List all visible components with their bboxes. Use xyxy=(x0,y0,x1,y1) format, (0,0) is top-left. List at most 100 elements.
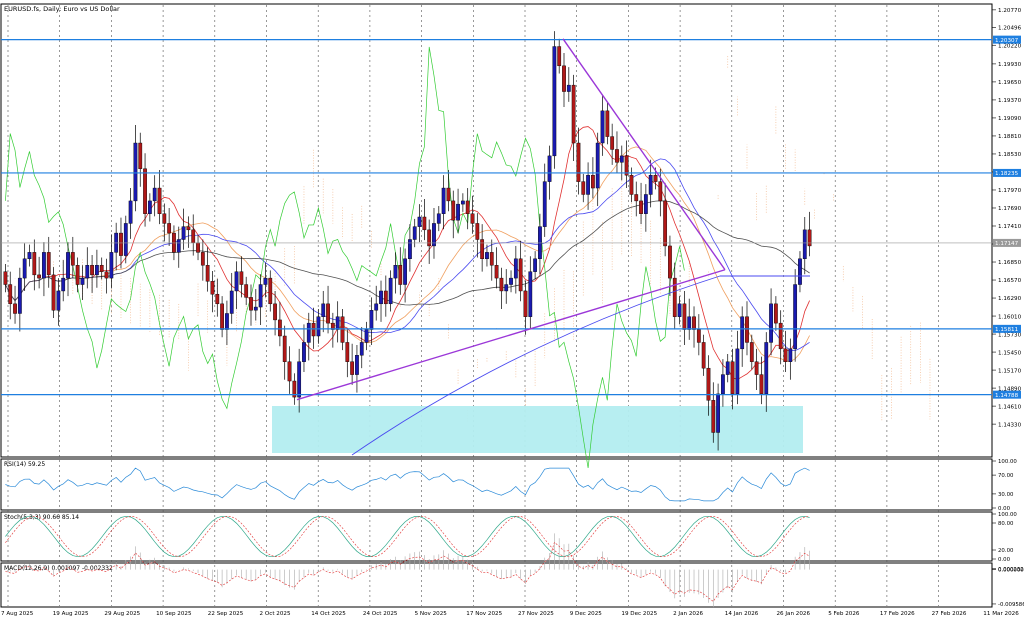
bull-candle xyxy=(643,194,648,214)
horizontal-levels[interactable] xyxy=(1,39,992,396)
price-tag-box xyxy=(993,390,1021,399)
bull-candle xyxy=(316,316,321,337)
indicator-lines xyxy=(5,46,810,469)
bull-candle xyxy=(152,187,157,202)
price-axis: 1.20770 1.20496 1.20220 1.19930 1.19650 1.193… xyxy=(992,8,1022,428)
bear-candle xyxy=(138,142,143,169)
price-tick-label: 1.17410 xyxy=(998,224,1022,230)
bear-candle xyxy=(143,168,147,214)
price-tag-box xyxy=(993,324,1021,333)
sub-tick-label: 20.00 xyxy=(998,548,1014,554)
bull-candle xyxy=(302,342,306,362)
bear-candle xyxy=(205,265,210,282)
date-tick-label: 24 Oct 2025 xyxy=(363,611,398,617)
bear-candle xyxy=(576,142,581,182)
bull-candle xyxy=(456,203,460,221)
bull-candle xyxy=(441,187,446,214)
price-tick-label: 1.15170 xyxy=(998,368,1022,374)
bull-candle xyxy=(258,284,263,308)
macd-signal-line xyxy=(5,541,810,602)
bear-candle xyxy=(278,319,282,337)
bear-candle xyxy=(489,252,494,266)
price-tick-label: 1.18810 xyxy=(998,134,1022,140)
price-tick-label: 1.16850 xyxy=(998,260,1022,266)
bull-candle xyxy=(586,174,590,195)
vertical-gridlines xyxy=(7,5,939,606)
bull-candle xyxy=(513,258,518,279)
date-tick-label: 14 Jan 2026 xyxy=(725,611,759,617)
bull-candle xyxy=(128,200,133,224)
bull-candle xyxy=(648,174,653,195)
bear-candle xyxy=(167,223,172,234)
bear-candle xyxy=(470,213,475,224)
bear-candle xyxy=(292,380,297,398)
bear-candle xyxy=(350,361,355,375)
bear-candle xyxy=(422,216,427,231)
price-tick-label: 1.14330 xyxy=(998,422,1022,428)
bull-candle xyxy=(225,313,229,330)
date-tick-label: 2 Oct 2025 xyxy=(260,611,291,617)
date-tick-label: 19 Aug 2025 xyxy=(53,611,89,617)
bear-candle xyxy=(282,335,287,362)
bear-candle xyxy=(3,271,8,285)
bear-candle xyxy=(273,303,277,321)
bear-candle xyxy=(499,277,504,292)
bull-candle xyxy=(725,361,730,375)
bear-candle xyxy=(639,200,643,214)
bull-candle xyxy=(764,342,769,395)
bull-candle xyxy=(181,226,186,240)
price-tick-label: 1.16010 xyxy=(998,314,1022,320)
bear-candle xyxy=(191,229,196,243)
bear-candle xyxy=(186,226,191,231)
support-zone xyxy=(272,406,803,453)
bear-candle xyxy=(104,271,109,279)
bear-candle xyxy=(200,252,205,266)
date-tick-label: 17 Feb 2026 xyxy=(880,611,915,617)
bull-candle xyxy=(95,265,99,276)
bear-candle xyxy=(51,274,56,311)
bull-candle xyxy=(229,290,234,314)
rsi-label: RSI(14) 59.25 xyxy=(4,461,45,468)
bull-candle xyxy=(374,303,379,311)
bear-candle xyxy=(480,239,485,260)
bear-candle xyxy=(475,223,480,240)
date-tick-label: 14 Oct 2025 xyxy=(311,611,346,617)
bear-candle xyxy=(706,367,711,401)
date-tick-label: 17 Nov 2025 xyxy=(466,611,502,617)
rsi-line xyxy=(5,467,810,502)
bull-candle xyxy=(176,239,181,253)
main-panel-frame xyxy=(0,3,993,458)
price-tag-label: 1.14788 xyxy=(995,393,1019,399)
bear-candle xyxy=(557,46,562,67)
bull-candle xyxy=(17,277,22,314)
bull-candle xyxy=(234,271,239,292)
price-tag-label: 1.17147 xyxy=(995,241,1019,247)
regression-curve xyxy=(351,275,810,456)
bull-candle xyxy=(359,342,364,356)
bull-candle xyxy=(716,393,720,433)
bull-candle xyxy=(364,329,369,343)
bear-candle xyxy=(754,361,759,375)
date-tick-label: 5 Feb 2026 xyxy=(828,611,860,617)
stoch-k-line xyxy=(5,515,810,558)
bear-candle xyxy=(629,174,634,195)
bear-candle xyxy=(345,342,350,362)
bear-candle xyxy=(465,200,470,214)
bear-candle xyxy=(451,200,456,221)
bear-candle xyxy=(615,149,619,163)
date-tick-label: 26 Jan 2026 xyxy=(777,611,811,617)
bear-candle xyxy=(807,229,812,247)
bull-candle xyxy=(533,258,537,272)
trend-lines[interactable] xyxy=(296,38,810,456)
price-tick-label: 1.20770 xyxy=(998,8,1022,14)
bear-candle xyxy=(340,316,345,343)
bear-candle xyxy=(634,194,639,202)
date-tick-label: 10 Sep 2025 xyxy=(156,611,192,617)
bull-candle xyxy=(595,142,600,189)
bull-candle xyxy=(721,374,725,395)
bull-candle xyxy=(547,155,552,182)
date-tick-label: 22 Sep 2025 xyxy=(208,611,244,617)
